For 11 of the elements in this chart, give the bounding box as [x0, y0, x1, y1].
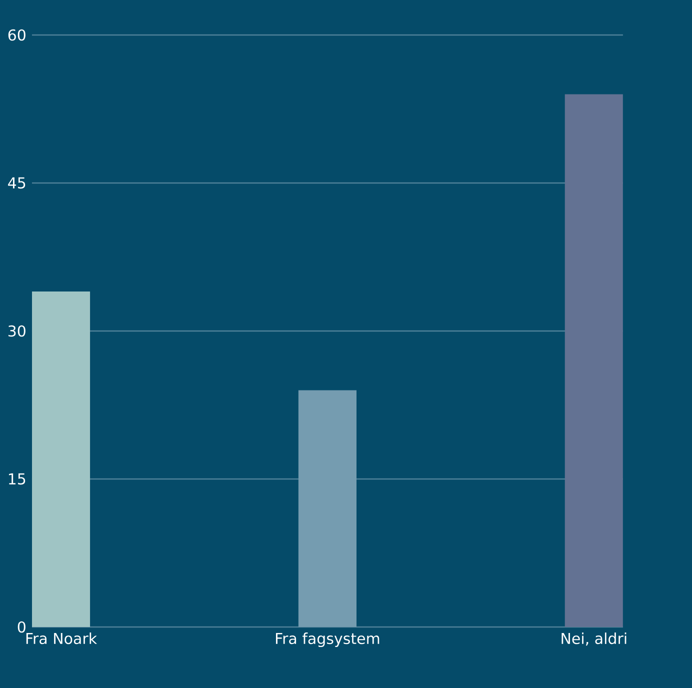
bar	[564, 94, 623, 627]
x-tick-label: Nei, aldri	[562, 632, 626, 646]
y-tick-label: 30	[8, 325, 26, 337]
bar	[32, 292, 90, 627]
y-tick-label: 15	[8, 473, 26, 485]
bar	[298, 390, 357, 627]
y-tick-label: 60	[8, 29, 26, 41]
x-tick-label: Fra Noark	[26, 632, 98, 644]
x-tick-label: Fra fagsystem	[276, 632, 380, 648]
y-tick-label: 0	[18, 621, 26, 633]
y-tick-label: 45	[8, 177, 26, 189]
